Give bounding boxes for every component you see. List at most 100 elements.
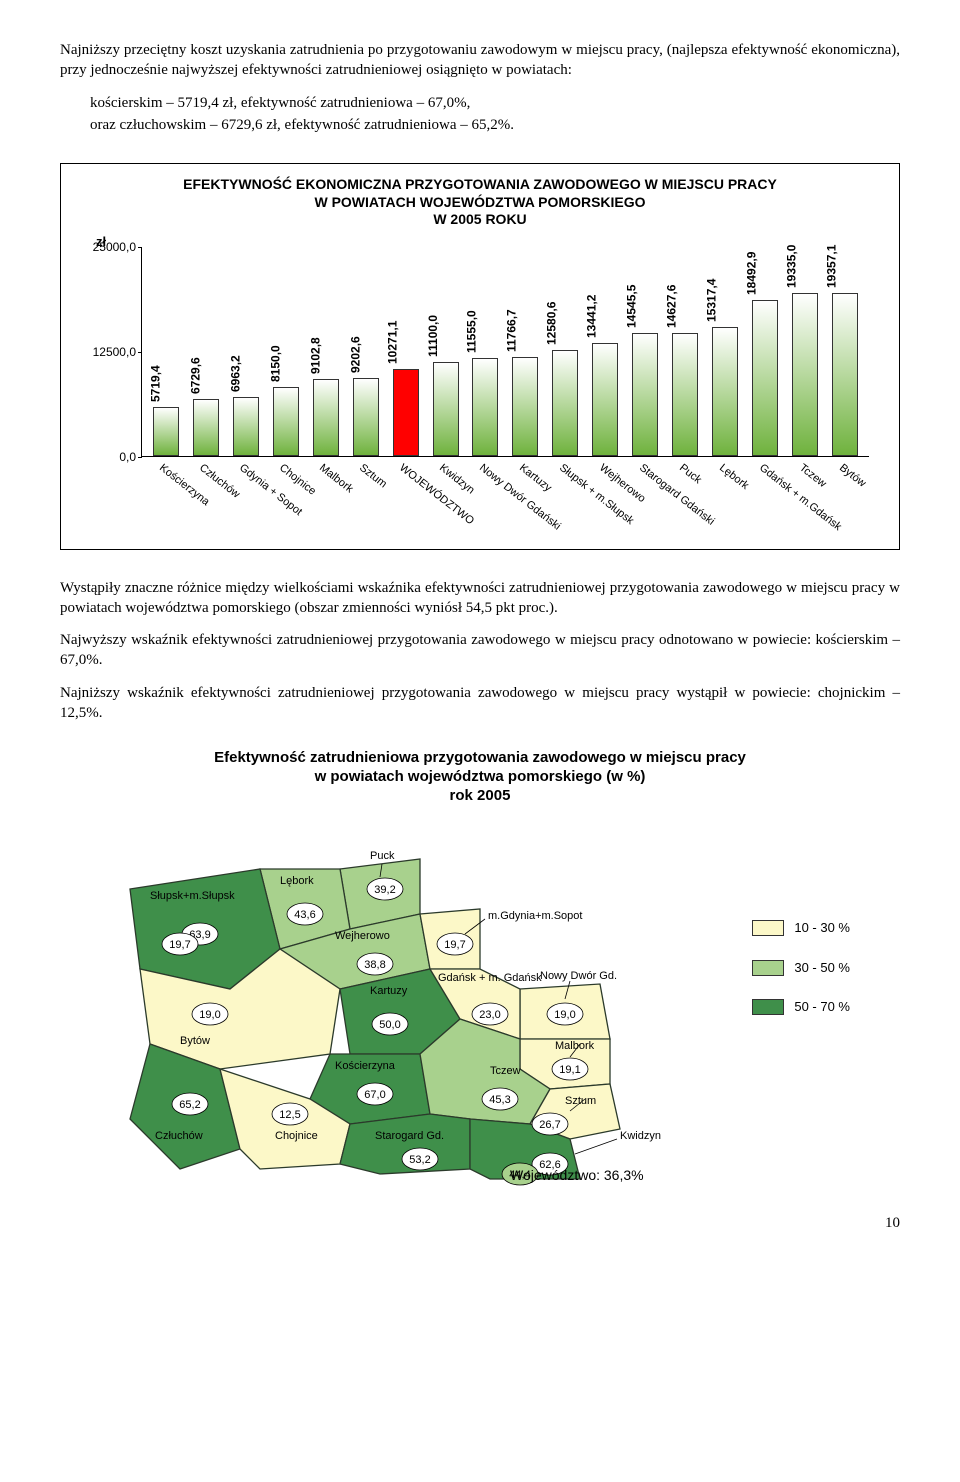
bar: 14545,5 [632,333,658,455]
map-region-name: Malbork [555,1040,595,1052]
map-value-bubble: 67,0 [357,1083,393,1105]
bar-value-label: 14545,5 [624,285,640,328]
map-region-name: Wejherowo [335,930,390,942]
bar-value-label: 11555,0 [464,311,480,354]
svg-text:50,0: 50,0 [379,1019,400,1031]
map-figure: Efektywność zatrudnieniowa przygotowania… [120,749,840,1189]
intro-bullet-1: kościerskim – 5719,4 zł, efektywność zat… [90,93,900,113]
bar: 9202,6 [353,378,379,455]
map-value-bubble: 19,7 [437,933,473,955]
map-value-bubble: 19,7 [162,933,198,955]
bar-value-label: 5719,4 [148,366,164,403]
svg-text:12,5: 12,5 [279,1109,300,1121]
map-svg: Puck39,2Lębork43,6Słupsk+m.Słupsk63,9Wej… [120,819,680,1189]
bar-value-label: 6963,2 [227,355,243,392]
bar-value-label: 14627,6 [663,284,679,327]
bar-value-label: 18492,9 [743,252,759,295]
chart-title-l3: W 2005 ROKU [433,211,526,227]
map-region-name: Puck [370,850,395,862]
bar-value-label: 11766,7 [504,309,520,352]
bar: 9102,8 [313,379,339,455]
bar-value-label: 19335,0 [783,245,799,288]
legend-label-1: 10 - 30 % [794,919,850,937]
svg-text:19,7: 19,7 [444,939,465,951]
map-region-name: Chojnice [275,1130,318,1142]
svg-text:45,3: 45,3 [489,1094,510,1106]
svg-text:39,2: 39,2 [374,884,395,896]
chart-title-l1: EFEKTYWNOŚĆ EKONOMICZNA PRZYGOTOWANIA ZA… [183,176,777,192]
bar-value-label: 12580,6 [544,301,560,344]
page-number: 10 [60,1213,900,1233]
province-summary-label: Województwo: 36,3% [510,1166,644,1185]
legend-row-2: 30 - 50 % [752,959,850,977]
bar-value-label: 19357,1 [823,245,839,288]
map-region-name: Tczew [490,1065,521,1077]
svg-text:23,0: 23,0 [479,1009,500,1021]
map-region-name: m.Gdynia+m.Sopot [488,910,582,922]
map-region-name: Kartuzy [370,985,408,997]
bar: 8150,0 [273,387,299,455]
x-category-label: Bytów [836,461,869,491]
x-category-label: Puck [676,461,704,488]
map-region-name: Człuchów [155,1130,203,1142]
x-category-label: Tczew [796,461,829,492]
legend-label-2: 30 - 50 % [794,959,850,977]
map-region-name: Bytów [180,1035,210,1047]
map-title-l1: Efektywność zatrudnieniowa przygotowania… [214,749,746,766]
chart-title: EFEKTYWNOŚĆ EKONOMICZNA PRZYGOTOWANIA ZA… [81,176,879,229]
y-tick-label: 0,0 [84,449,136,465]
body-paragraph-2: Wystąpiły znaczne różnice między wielkoś… [60,578,900,619]
bar: 13441,2 [592,343,618,456]
x-category-label: Sztum [356,461,390,492]
map-value-bubble: 19,0 [192,1003,228,1025]
x-category-label: Lębork [716,461,752,493]
bar: 18492,9 [752,300,778,455]
bar-chart-container: EFEKTYWNOŚĆ EKONOMICZNA PRZYGOTOWANIA ZA… [60,163,900,550]
intro-paragraph-1: Najniższy przeciętny koszt uzyskania zat… [60,40,900,81]
intro-bullet-2: oraz człuchowskim – 6729,6 zł, efektywno… [90,115,900,135]
bar: 6729,6 [193,399,219,456]
map-title-l3: rok 2005 [450,787,511,804]
legend-swatch-2 [752,960,784,976]
map-region-name: Słupsk+m.Słupsk [150,890,235,902]
bar-value-label: 8150,0 [267,345,283,382]
map-value-bubble: 19,1 [552,1058,588,1080]
map-region-name: Starogard Gd. [375,1130,444,1142]
bar: 11555,0 [472,358,498,455]
body-paragraph-3: Najwyższy wskaźnik efektywności zatrudni… [60,630,900,671]
map-value-bubble: 12,5 [272,1103,308,1125]
chart-x-labels: KościerzynaCzłuchówGdynia + SopotChojnic… [141,457,869,539]
map-title-l2: w powiatach województwa pomorskiego (w %… [315,768,646,785]
x-category-label: Kartuzy [516,461,555,496]
map-region-name: Lębork [280,875,314,887]
bar-value-label: 10271,1 [384,321,400,364]
chart-bars: 5719,4 6729,6 6963,2 8150,0 9102,8 9202,6 1027… [142,247,869,456]
y-tick-label: 12500,0 [84,344,136,360]
map-value-bubble: 19,0 [547,1003,583,1025]
bar: 10271,1 [393,369,419,455]
svg-text:53,2: 53,2 [409,1154,430,1166]
bar: 19335,0 [792,293,818,455]
map-value-bubble: 23,0 [472,1003,508,1025]
svg-text:19,0: 19,0 [199,1009,220,1021]
bar: 14627,6 [672,333,698,456]
legend-row-3: 50 - 70 % [752,998,850,1016]
bar-value-label: 15317,4 [703,278,719,321]
bar: 5719,4 [153,407,179,455]
svg-text:67,0: 67,0 [364,1089,385,1101]
bar: 6963,2 [233,397,259,455]
chart-title-l2: W POWIATACH WOJEWÓDZTWA POMORSKIEGO [314,194,645,210]
svg-text:38,8: 38,8 [364,959,385,971]
map-region-name: Gdańsk + m. Gdańsk [438,972,542,984]
svg-text:19,7: 19,7 [169,939,190,951]
bar-value-label: 9102,8 [307,337,323,374]
bar-value-label: 13441,2 [584,294,600,337]
map-canvas-wrap: Puck39,2Lębork43,6Słupsk+m.Słupsk63,9Wej… [120,819,840,1189]
legend-swatch-1 [752,920,784,936]
legend-label-3: 50 - 70 % [794,998,850,1016]
map-region-name: Kościerzyna [335,1060,396,1072]
map-region-name: Nowy Dwór Gd. [540,970,617,982]
bar-value-label: 11100,0 [425,315,441,357]
map-value-bubble: 26,7 [532,1113,568,1135]
svg-text:43,6: 43,6 [294,909,315,921]
